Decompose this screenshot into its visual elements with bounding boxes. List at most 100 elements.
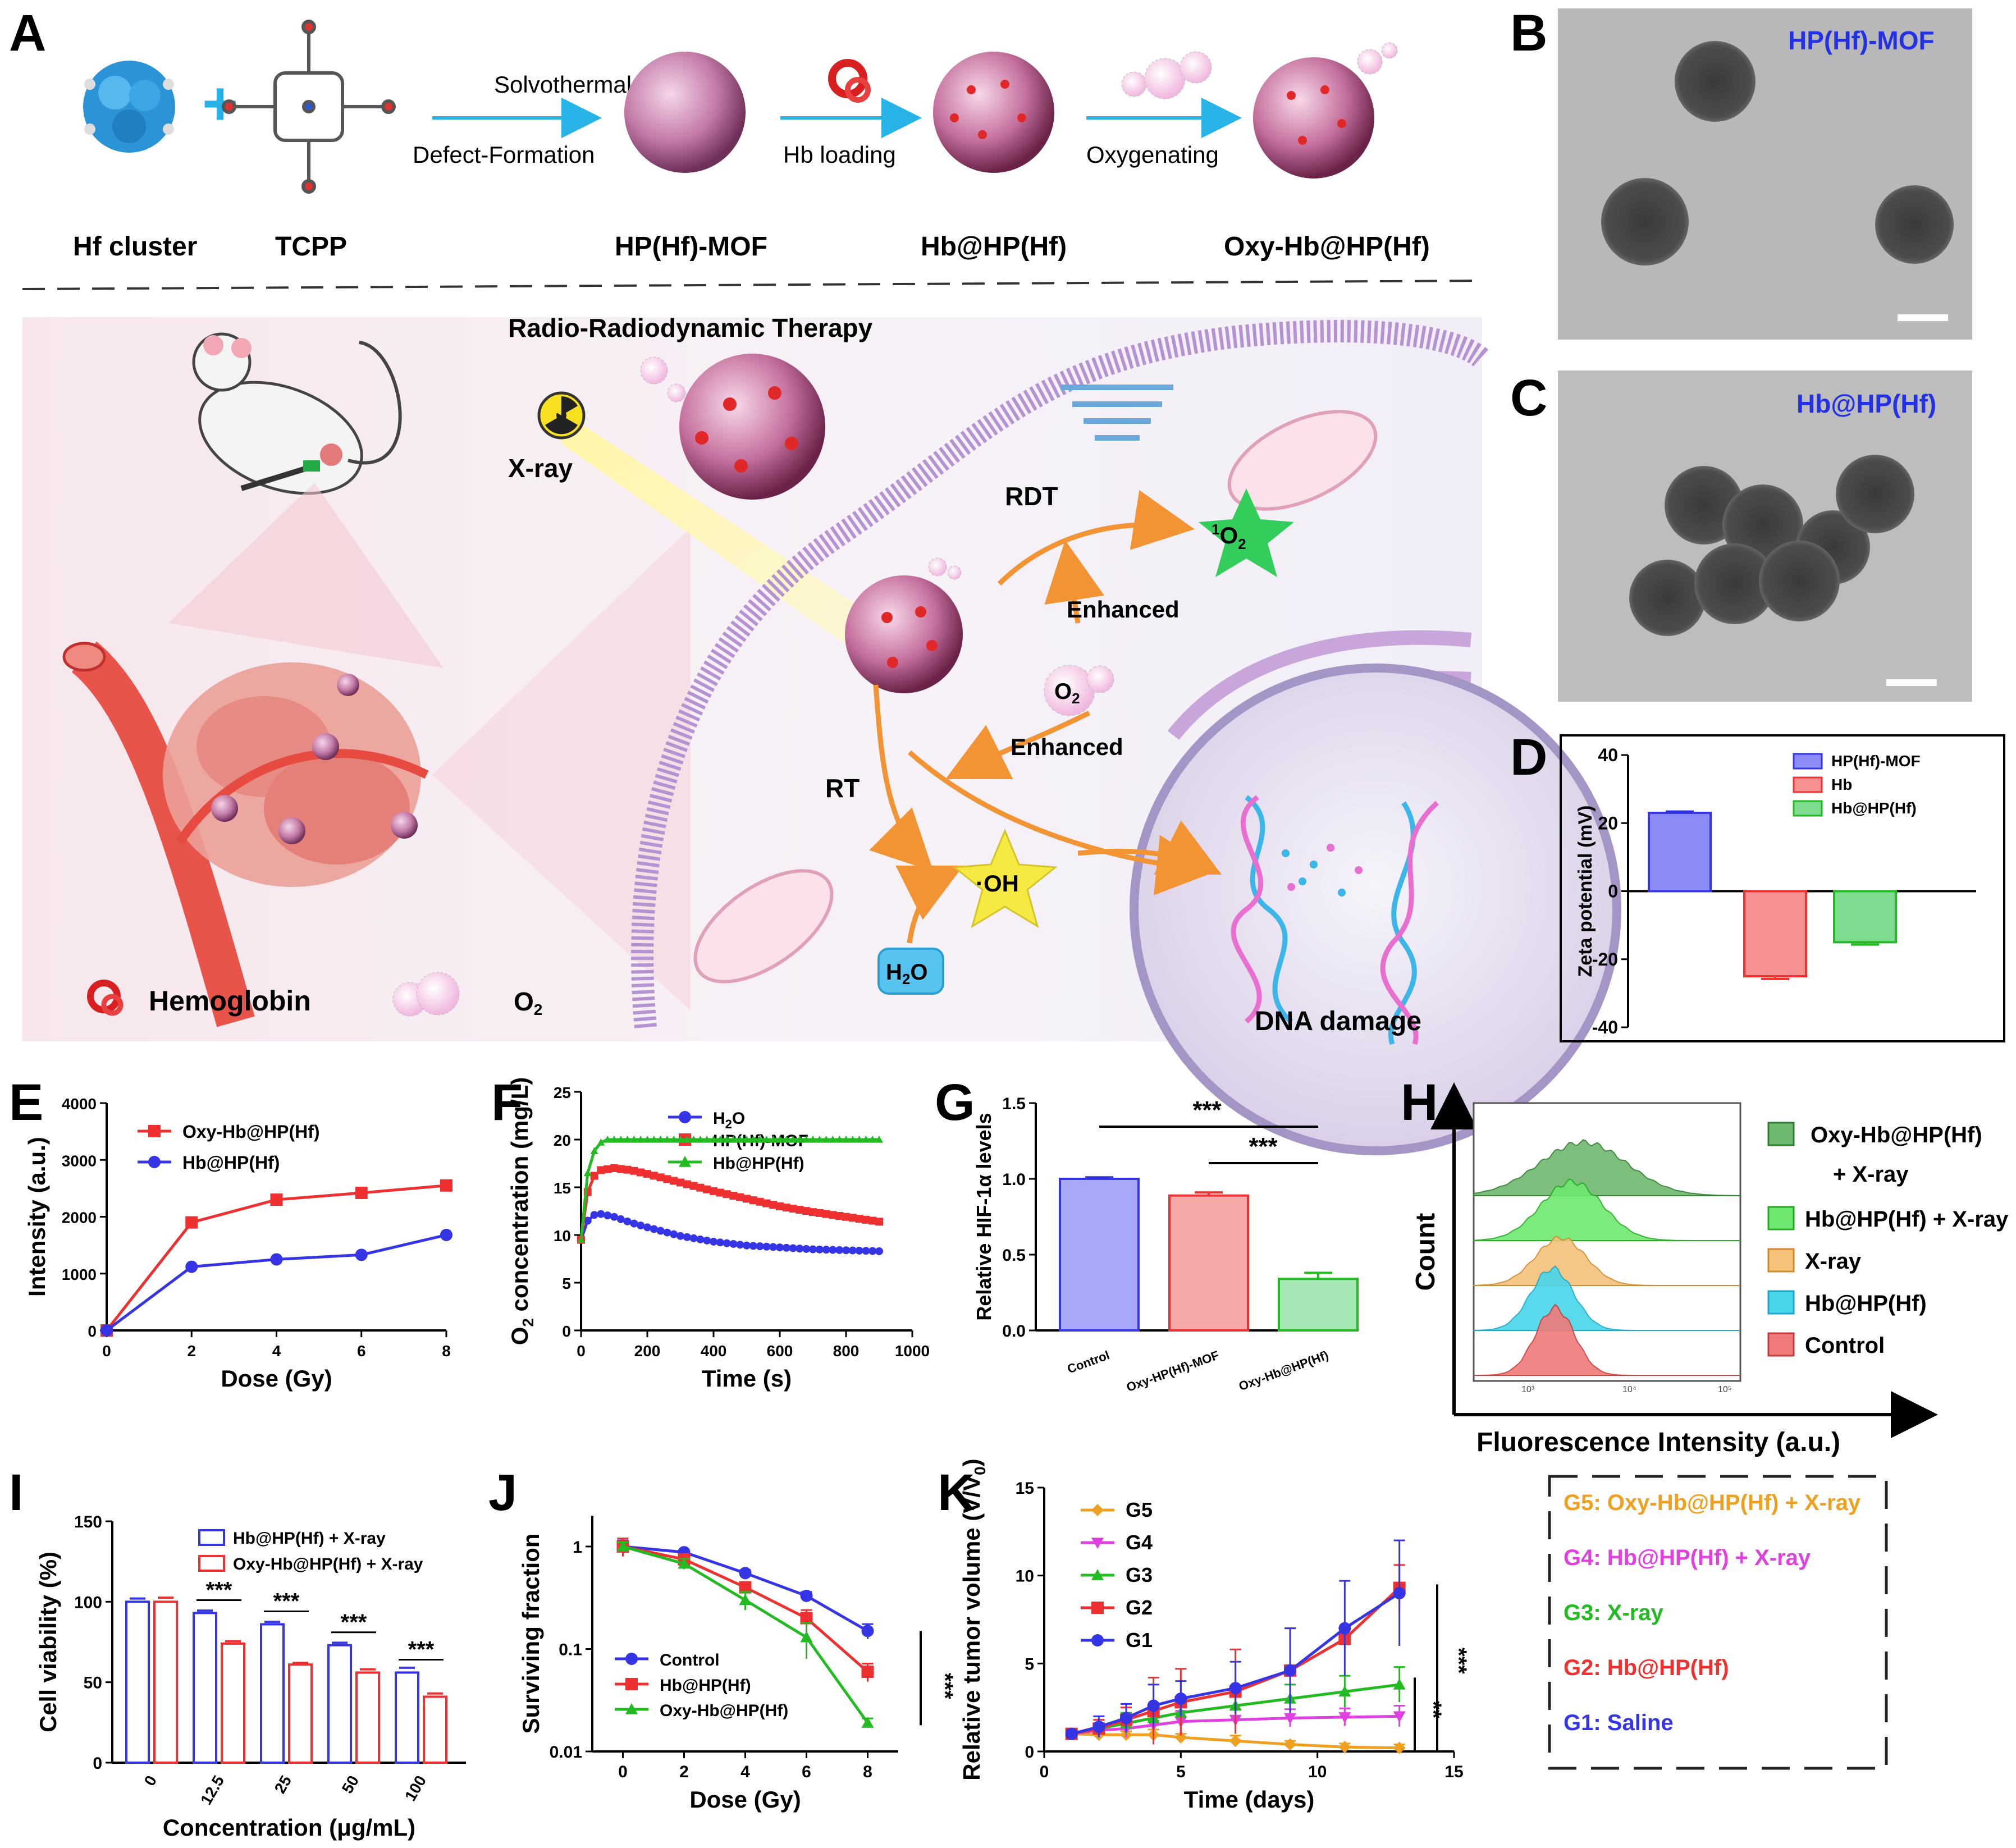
hf-cluster-icon <box>83 61 175 153</box>
data-point <box>676 1232 684 1240</box>
data-point <box>683 1233 691 1241</box>
data-point <box>355 1248 368 1261</box>
panel-g: G 0.0 0.5 1.0 1.5 Relative HIF-1α levels Cont… <box>935 1074 1359 1394</box>
y-tick-label: 1.0 <box>1002 1170 1026 1189</box>
group-legend: G5: Oxy-Hb@HP(Hf) + X-ray G4: Hb@HP(Hf) +… <box>1564 1490 1861 1735</box>
data-point <box>835 1246 844 1254</box>
legend-label: Hb@HP(Hf) <box>1805 1291 1927 1316</box>
data-point <box>597 1166 605 1174</box>
data-point <box>782 1136 790 1143</box>
x-axis-label: Concentration (μg/mL) <box>163 1814 415 1841</box>
data-point <box>862 1215 870 1224</box>
tem-c-title: Hb@HP(Hf) <box>1796 389 1936 418</box>
legend-label: Control <box>660 1651 720 1669</box>
data-point <box>868 1247 877 1255</box>
legend-swatch <box>1767 1290 1795 1315</box>
legend-hemoglobin: Hemoglobin <box>149 985 311 1017</box>
data-point <box>683 1180 691 1188</box>
x-tick-label: 6 <box>357 1342 366 1360</box>
data-point <box>670 1177 678 1185</box>
data-point <box>809 1245 817 1254</box>
data-point <box>789 1244 797 1252</box>
panel-letter: C <box>1510 369 1547 427</box>
bar-Oxy-Hb@HP(Hf) + X-ray <box>221 1642 245 1764</box>
data-point <box>756 1136 764 1143</box>
sig-stars: *** <box>1446 1648 1471 1674</box>
data-point <box>650 1172 658 1180</box>
data-point <box>710 1187 717 1195</box>
legend-label: H2O <box>713 1109 745 1131</box>
bar-Oxy-Hb@HP(Hf) + X-ray <box>423 1695 447 1764</box>
scale-bar <box>1898 314 1948 321</box>
divider <box>22 280 1483 290</box>
xray-beam <box>561 413 887 674</box>
legend-label: Oxy-Hb@HP(Hf) <box>182 1122 320 1142</box>
legend-label: Oxy-Hb@HP(Hf) <box>1811 1123 1982 1147</box>
bar-Hb@HP(Hf) <box>1833 890 1897 944</box>
bar-Hb@HP(Hf) + X-ray <box>395 1671 419 1764</box>
data-point <box>729 1136 738 1143</box>
data-point <box>683 1136 691 1143</box>
sig-stars: *** <box>206 1577 232 1602</box>
data-point <box>676 1136 684 1143</box>
data-point <box>716 1136 724 1143</box>
legend-label: Oxy-Hb@HP(Hf) <box>660 1701 788 1720</box>
data-point <box>623 1136 632 1143</box>
legend-label: HP(Hf)-MOF <box>1831 752 1921 770</box>
data-point <box>862 1136 870 1143</box>
legend-label: G4 <box>1126 1531 1153 1554</box>
data-point <box>822 1136 830 1143</box>
data-point <box>637 1222 645 1229</box>
step-solvothermal: Solvothermal <box>494 71 632 98</box>
y-tick-label: 0.0 <box>1002 1322 1026 1341</box>
data-point <box>796 1206 804 1214</box>
y-tick-label: 10 <box>1016 1567 1034 1586</box>
h-tick: 10⁴ <box>1622 1385 1636 1394</box>
data-point <box>736 1241 744 1249</box>
y-tick-label: 0 <box>93 1754 102 1773</box>
chart-zeta-potential: -40 -20 0 20 40 Zeta potential (mV) HP(Hf)-MOF… <box>1560 734 2005 1042</box>
data-point <box>696 1183 705 1192</box>
group-legend-item: G2: Hb@HP(Hf) <box>1564 1655 1729 1680</box>
data-point <box>710 1237 717 1246</box>
data-point <box>270 1193 283 1206</box>
histogram-4 <box>1474 1303 1740 1376</box>
data-point <box>656 1136 665 1143</box>
legend-swatch <box>1767 1206 1795 1231</box>
data-point <box>756 1242 764 1251</box>
y-tick-label: 0 <box>562 1323 571 1340</box>
data-point <box>590 1147 598 1154</box>
data-point <box>577 1236 585 1243</box>
data-point <box>610 1213 618 1221</box>
x-axis-label: Time (days) <box>1184 1786 1315 1813</box>
panel-letter: I <box>9 1464 24 1521</box>
y-tick-label: 0 <box>1025 1743 1034 1762</box>
x-tick-label: 0 <box>618 1763 628 1781</box>
y-axis-label: Relative tumor volume (V/V0) <box>958 1458 989 1780</box>
legend-label: Hb@HP(Hf) + X-ray <box>1805 1207 2009 1232</box>
x-tick-label: 4 <box>740 1763 750 1781</box>
h-ylabel: Count <box>1411 1213 1441 1291</box>
data-point <box>868 1136 877 1143</box>
x-tick-label: 2 <box>679 1763 689 1781</box>
data-point <box>716 1238 724 1247</box>
chart-hif1a: 0.0 0.5 1.0 1.5 Relative HIF-1α levels Contro… <box>972 1095 1359 1394</box>
legend-label: Oxy-Hb@HP(Hf) + X-ray <box>233 1555 423 1573</box>
data-point <box>776 1243 784 1252</box>
x-tick-label: 50 <box>339 1773 362 1796</box>
data-point <box>604 1136 612 1143</box>
scale-bar <box>1886 679 1937 686</box>
legend-marker <box>625 1678 638 1690</box>
data-point <box>789 1136 797 1143</box>
y-tick-label: 100 <box>74 1593 102 1612</box>
legend-label: G3 <box>1126 1563 1153 1586</box>
y-tick-label: 10 <box>554 1227 571 1245</box>
data-point <box>842 1246 850 1255</box>
legend-marker <box>148 1125 161 1137</box>
data-point <box>848 1136 857 1143</box>
data-point <box>355 1186 368 1199</box>
data-point <box>637 1168 645 1177</box>
panel-frame <box>1560 734 2005 1042</box>
y-axis-label: Relative HIF-1α levels <box>972 1113 995 1320</box>
y-tick-label: 15 <box>554 1179 571 1197</box>
